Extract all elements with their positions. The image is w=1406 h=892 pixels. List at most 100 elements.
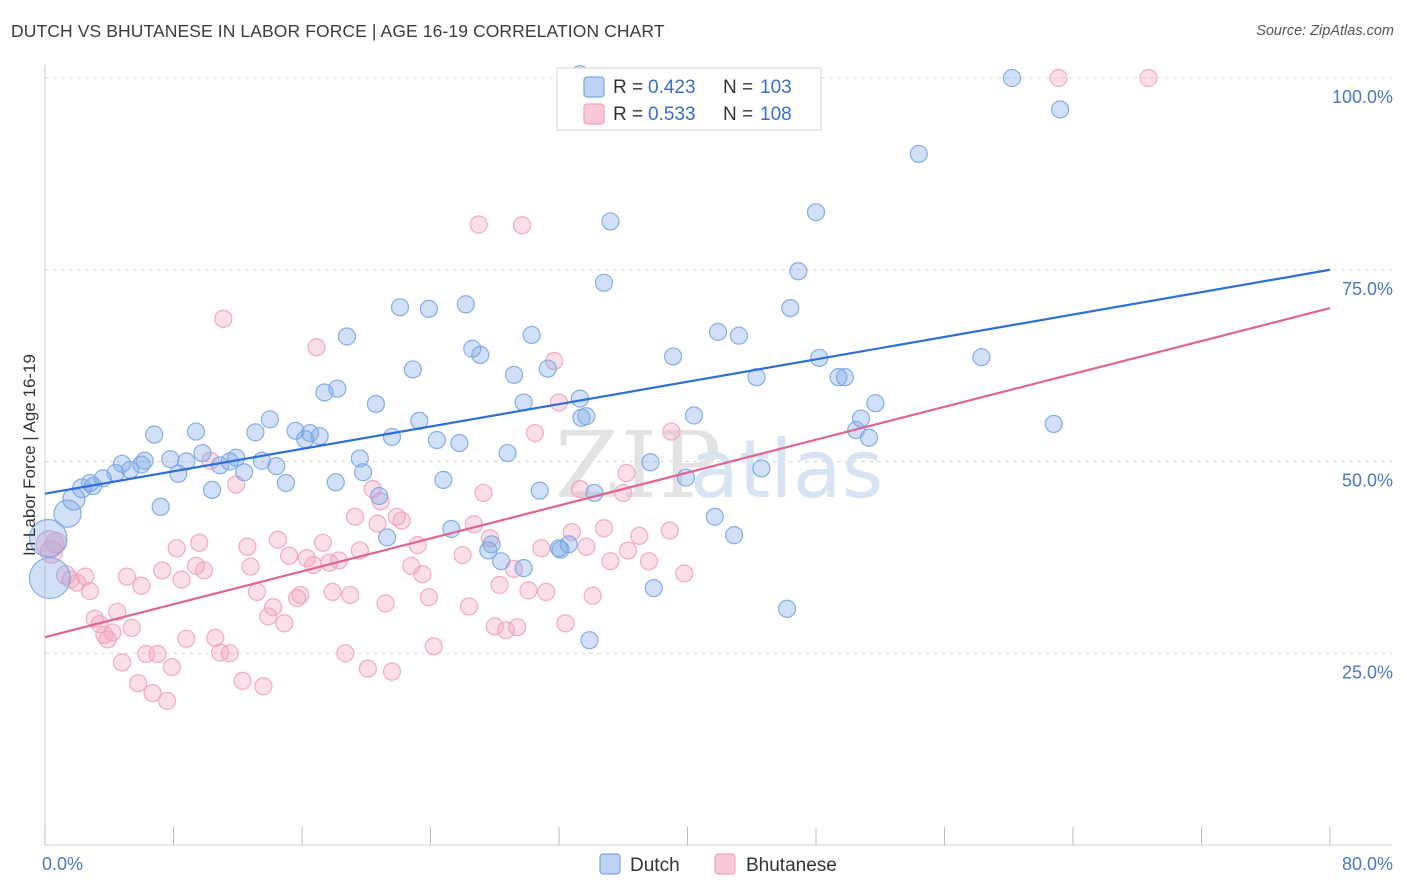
dutch-point-13: [145, 425, 164, 444]
legend-dutch-r-label: R =: [613, 77, 643, 98]
dutch-point-40: [366, 394, 385, 414]
bhutanese-point-106: [1049, 68, 1068, 88]
dutch-point-72: [641, 453, 660, 472]
legend-bhutanese-swatch: [583, 103, 605, 125]
bhutanese-point-40: [247, 582, 267, 601]
watermark: ZIP atlas: [555, 412, 883, 519]
dutch-point-57: [498, 443, 517, 463]
bhutanese-point-70: [413, 565, 432, 584]
legend-dutch-swatch: [583, 76, 605, 98]
bhutanese-point-42: [259, 607, 278, 626]
bhutanese-point-107: [1139, 68, 1158, 88]
bhutanese-point-17: [129, 674, 148, 693]
dutch-point-2: [53, 499, 82, 528]
bhutanese-point-41: [254, 677, 273, 696]
watermark-zip: ZIP: [555, 412, 723, 519]
dutch-point-48: [434, 470, 453, 490]
dutch-points: [28, 65, 1070, 650]
bhutanese-point-39: [241, 557, 260, 576]
legend: R = 0.423 N = 103 R = 0.533 N = 108: [556, 67, 822, 131]
dutch-point-51: [456, 295, 475, 314]
bhutanese-point-102: [639, 552, 659, 571]
bhutanese-point-64: [376, 594, 395, 613]
bhutanese-point-65: [382, 662, 402, 681]
dutch-point-62: [538, 359, 557, 378]
dutch-point-101: [514, 559, 533, 578]
dutch-point-91: [859, 428, 879, 447]
dutch-point-33: [310, 427, 329, 446]
y-tick-label-2: 75.0%: [1342, 279, 1393, 299]
bottom-legend: Dutch Bhutanese: [599, 853, 837, 876]
dutch-point-43: [390, 298, 410, 317]
bhutanese-point-21: [148, 644, 167, 664]
bhutanese-point-95: [583, 586, 602, 605]
dutch-point-70: [601, 212, 620, 231]
dutch-point-94: [972, 348, 991, 367]
dutch-point-82: [777, 599, 797, 618]
bhutanese-point-44: [268, 530, 288, 549]
bhutanese-points: [35, 68, 1158, 710]
dutch-point-24: [235, 463, 254, 482]
dutch-point-14: [151, 497, 170, 516]
dutch-point-92: [866, 394, 885, 413]
legend-bhutanese-n-label: N =: [723, 104, 753, 125]
dutch-point-71: [644, 578, 663, 598]
dutch-point-47: [427, 430, 447, 450]
dutch-point-78: [724, 526, 744, 545]
bhutanese-trend-line: [44, 307, 1331, 639]
dutch-point-28: [267, 457, 286, 476]
bhutanese-point-45: [275, 614, 294, 633]
bhutanese-point-83: [512, 216, 532, 235]
dutch-point-46: [419, 299, 438, 318]
bhutanese-point-57: [341, 585, 360, 605]
dutch-point-56: [492, 552, 511, 571]
legend-dutch-n-label: N =: [723, 77, 753, 98]
bottom-legend-bhutanese-label: Bhutanese: [746, 855, 837, 876]
bhutanese-point-35: [220, 644, 239, 663]
dutch-point-64: [559, 535, 578, 554]
dutch-point-50: [450, 433, 469, 453]
dutch-point-1: [28, 557, 71, 600]
bhutanese-point-76: [469, 215, 488, 234]
bhutanese-point-49: [297, 549, 316, 568]
bhutanese-point-91: [556, 614, 575, 633]
bhutanese-point-20: [143, 684, 162, 703]
bhutanese-point-12: [103, 623, 122, 642]
bhutanese-point-80: [490, 575, 509, 595]
bhutanese-point-13: [108, 602, 127, 621]
bhutanese-point-93: [570, 480, 589, 499]
legend-bhutanese-r-value: 0.533: [648, 104, 696, 125]
dutch-point-44: [403, 360, 422, 379]
dutch-point-99: [580, 631, 599, 650]
bhutanese-point-79: [485, 617, 504, 636]
bhutanese-point-15: [117, 567, 137, 586]
bhutanese-point-54: [323, 582, 342, 601]
legend-dutch-n-value: 103: [760, 77, 792, 98]
bhutanese-point-72: [424, 637, 443, 656]
bhutanese-point-105: [675, 564, 694, 583]
bhutanese-point-43: [263, 598, 283, 617]
bhutanese-point-81: [496, 621, 516, 640]
dutch-point-61: [530, 481, 549, 500]
dutch-point-81: [752, 459, 771, 478]
dutch-point-69: [594, 273, 614, 292]
bhutanese-point-51: [307, 338, 326, 357]
dutch-point-41: [370, 486, 389, 506]
dutch-point-38: [350, 449, 369, 468]
dutch-point-87: [829, 368, 848, 387]
bhutanese-point-60: [358, 659, 377, 678]
dutch-point-18: [186, 422, 206, 441]
dutch-point-76: [705, 507, 724, 526]
bhutanese-point-73: [453, 545, 472, 565]
trend-lines: [44, 268, 1331, 639]
dutch-point-55: [482, 535, 501, 554]
bhutanese-point-101: [630, 526, 649, 545]
watermark-atlas: atlas: [690, 423, 883, 516]
bhutanese-point-48: [291, 585, 310, 605]
y-tick-label-0: 25.0%: [1342, 662, 1393, 682]
bhutanese-point-38: [238, 537, 257, 556]
bhutanese-point-33: [210, 643, 230, 662]
dutch-point-60: [522, 325, 541, 345]
bhutanese-point-16: [122, 618, 141, 638]
